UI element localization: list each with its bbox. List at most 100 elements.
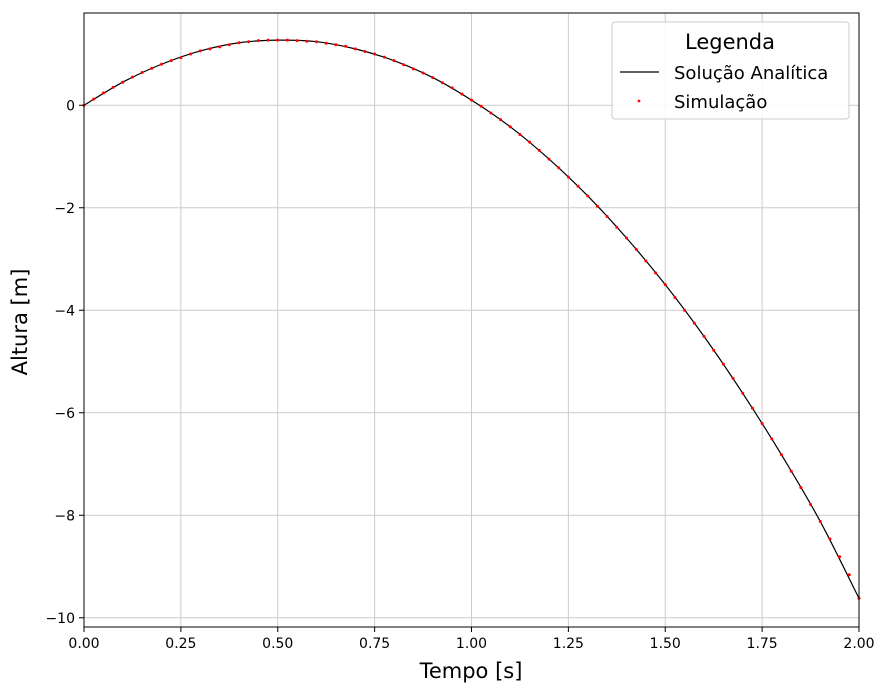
simulation-point — [315, 40, 318, 44]
simulation-point — [692, 321, 696, 325]
simulation-point — [799, 486, 803, 490]
simulation-point — [499, 118, 503, 122]
simulation-point — [121, 80, 125, 84]
simulation-point — [237, 41, 241, 45]
y-tick-label: −6 — [54, 406, 75, 422]
simulation-point — [140, 70, 144, 74]
simulation-point — [324, 41, 328, 45]
simulation-point — [750, 406, 754, 410]
legend-entry-solucao-analitica: Solução Analítica — [674, 63, 828, 84]
simulation-point — [828, 537, 832, 541]
simulation-point — [605, 214, 609, 218]
y-tick-label: −4 — [54, 303, 75, 319]
x-tick-label: 0.25 — [165, 636, 196, 652]
simulation-point — [247, 40, 251, 44]
simulation-point — [663, 283, 667, 287]
simulation-point — [528, 140, 532, 144]
simulation-point — [169, 59, 173, 63]
simulation-point — [470, 98, 473, 102]
simulation-point — [847, 573, 851, 577]
simulation-point — [489, 111, 493, 115]
simulation-point — [576, 184, 580, 188]
simulation-point — [431, 76, 435, 80]
y-axis-ticks: 0 −2 −4 −6 −8 −10 — [45, 98, 84, 627]
simulation-point — [130, 75, 134, 79]
legend-title: Legenda — [685, 30, 775, 54]
legend-point-swatch — [637, 99, 641, 103]
x-tick-label: 2.00 — [843, 636, 874, 652]
simulation-point — [634, 247, 638, 251]
x-tick-label: 1.25 — [553, 636, 584, 652]
simulation-point — [111, 85, 115, 89]
simulation-point — [818, 519, 822, 523]
x-tick-label: 1.50 — [650, 636, 681, 652]
x-tick-label: 1.75 — [747, 636, 778, 652]
simulation-point — [266, 38, 270, 42]
simulation-point — [625, 236, 628, 240]
simulation-point — [295, 39, 299, 43]
y-axis-label: Altura [m] — [8, 269, 32, 376]
simulation-point — [731, 376, 735, 380]
simulation-point — [741, 391, 745, 395]
y-tick-label: −10 — [45, 611, 75, 627]
x-tick-label: 0.75 — [359, 636, 390, 652]
legend: Legenda Solução Analítica Simulação — [611, 21, 850, 120]
simulation-point — [198, 49, 202, 53]
simulation-point — [101, 91, 105, 95]
simulation-point — [557, 166, 561, 170]
simulation-point — [702, 334, 706, 338]
simulation-point — [615, 225, 619, 229]
x-tick-label: 0.50 — [262, 636, 293, 652]
simulation-point — [518, 132, 522, 136]
y-tick-label: −8 — [54, 508, 75, 524]
simulation-point — [208, 47, 212, 51]
simulation-point — [276, 38, 280, 42]
series-simulacao — [82, 38, 861, 600]
simulation-point — [402, 63, 406, 67]
simulation-point — [644, 259, 648, 263]
simulation-point — [712, 348, 716, 352]
simulation-point — [508, 125, 512, 129]
simulation-point — [440, 81, 444, 85]
simulation-point — [411, 67, 415, 71]
simulation-point — [780, 453, 783, 457]
simulation-point — [838, 555, 842, 559]
y-tick-label: −2 — [54, 201, 75, 217]
simulation-point — [721, 362, 725, 366]
legend-entry-simulacao: Simulação — [674, 92, 767, 113]
simulation-point — [189, 52, 193, 56]
simulation-point — [450, 86, 454, 90]
simulation-point — [92, 97, 96, 101]
x-tick-label: 0.00 — [68, 636, 99, 652]
simulation-point — [382, 55, 386, 59]
x-tick-label: 1.00 — [456, 636, 487, 652]
simulation-point — [683, 308, 687, 312]
simulation-point — [373, 52, 377, 56]
simulation-point — [179, 56, 183, 60]
simulation-point — [479, 104, 483, 108]
x-axis-label: Tempo [s] — [419, 659, 523, 683]
simulation-point — [547, 157, 551, 161]
simulation-point — [789, 469, 793, 473]
y-tick-label: 0 — [66, 98, 75, 114]
simulation-point — [285, 38, 289, 42]
simulation-point — [363, 49, 367, 53]
simulation-point — [586, 194, 590, 198]
simulation-point — [770, 437, 774, 441]
simulation-point — [760, 422, 764, 426]
simulation-point — [227, 43, 231, 47]
simulation-point — [673, 295, 677, 299]
x-axis-ticks: 0.00 0.25 0.50 0.75 1.00 1.25 1.50 1.75 2.00 — [68, 627, 875, 652]
simulation-point — [566, 175, 570, 179]
simulation-point — [353, 47, 357, 51]
simulation-point — [256, 39, 260, 43]
simulation-point — [460, 92, 464, 96]
simulation-point — [344, 44, 348, 48]
simulation-point — [654, 271, 658, 275]
simulation-point — [595, 204, 599, 208]
simulation-point — [421, 71, 425, 75]
simulation-point — [305, 39, 309, 43]
legend-box — [611, 21, 850, 120]
simulation-point — [809, 503, 813, 507]
simulation-point — [334, 43, 338, 47]
